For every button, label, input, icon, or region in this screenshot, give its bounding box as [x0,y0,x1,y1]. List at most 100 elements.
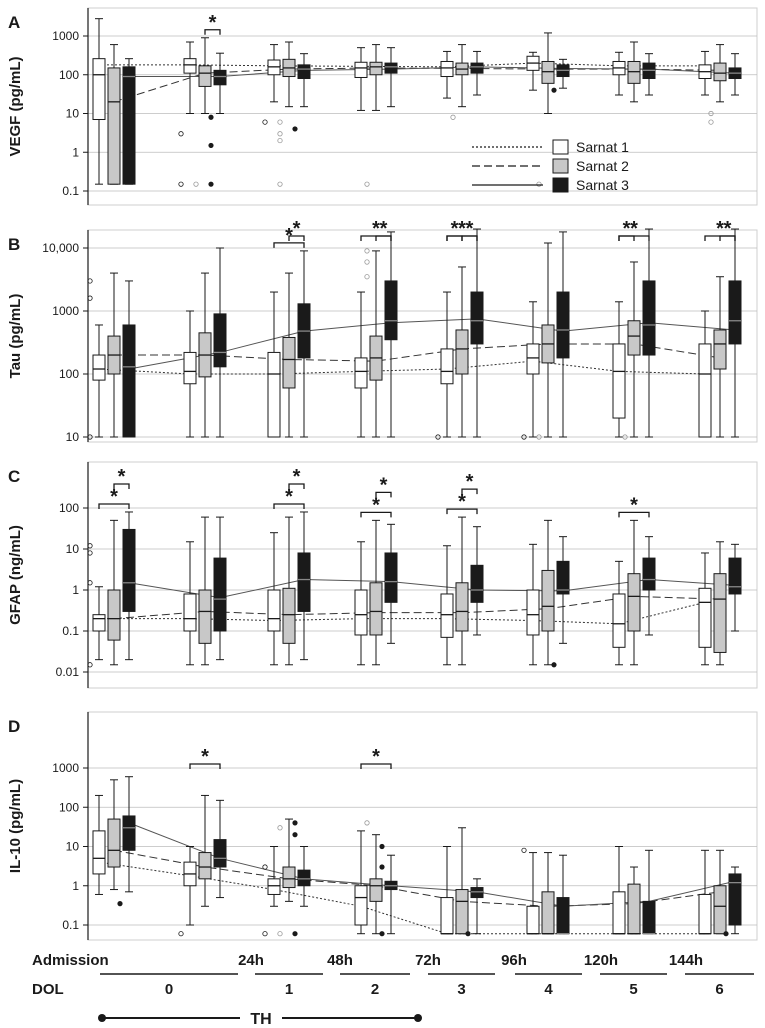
legend-label: Sarnat 1 [576,139,629,155]
th-bar-start [98,1014,106,1022]
box-sarnat-1 [612,891,626,935]
outlier-point [536,181,542,187]
box-sarnat-1 [183,351,197,385]
outlier-point [87,543,93,549]
box-sarnat-1 [612,593,626,648]
box-sarnat-1 [354,885,368,926]
box-sarnat-1 [440,593,454,638]
panel-D: 0.1 1 10 100 1000 D IL-10 (pg/mL) * * [7,711,758,941]
box-sarnat-2 [198,589,212,644]
significance-star: * [293,218,301,240]
y-axis-label: IL-10 (pg/mL) [7,779,24,873]
box-sarnat-1 [526,589,540,636]
box-sarnat-3 [297,64,311,80]
box-sarnat-1 [612,343,626,419]
box-sarnat-2 [455,889,469,935]
box-sarnat-1 [440,348,454,385]
box-sarnat-2 [541,891,555,935]
box-sarnat-3 [297,869,311,887]
box-sarnat-1 [267,589,281,632]
outlier-point [708,110,714,117]
box-sarnat-2 [455,582,469,632]
outlier-point [262,931,268,937]
box-sarnat-3 [213,839,227,868]
box-sarnat-2 [282,336,296,389]
significance-star: * [458,491,466,513]
box-sarnat-2 [627,320,641,356]
box-sarnat-2 [713,62,727,82]
plot-frame [87,7,758,206]
y-tick-label: 1 [72,145,79,159]
outlier-point [521,434,527,440]
y-tick-label: 1000 [52,761,79,775]
y-tick-label: 100 [59,68,79,82]
outlier-point [178,931,184,937]
significance-star: * [451,218,459,240]
box-sarnat-2 [627,573,641,632]
significance-star: * [118,466,126,488]
outlier-point [178,131,184,137]
time-axis: Admission 24h 48h 72h 96h 120h 144h DOL 0 1 2 3 4 5 6 T… [32,952,754,1028]
significance-bracket [446,235,463,241]
box-sarnat-3 [470,564,484,603]
median-line-sarnat-1 [99,62,705,68]
y-tick-label: 0.01 [56,665,80,679]
y-tick-label: 1000 [52,304,79,318]
dol-label: 5 [629,981,637,998]
outlier-point [262,119,268,125]
box-sarnat-3 [213,69,227,86]
y-tick-label: 10 [66,840,80,854]
box-sarnat-1 [183,58,197,74]
legend-label: Sarnat 3 [576,177,629,193]
th-bar-end [414,1014,422,1022]
outlier-point [277,931,283,937]
box-sarnat-2 [369,582,383,636]
outlier-point [364,248,370,254]
y-tick-label: 0.1 [62,918,79,932]
dol-title: DOL [32,981,64,998]
dol-label: 0 [165,981,173,998]
box-sarnat-3 [470,291,484,345]
significance-star: * [716,218,724,240]
significance-star: * [110,486,118,508]
significance-star: * [724,218,732,240]
box-sarnat-3 [384,62,398,74]
box-sarnat-3 [384,280,398,341]
box-sarnat-1 [526,343,540,375]
box-sarnat-3 [556,291,570,359]
box-sarnat-2 [541,60,555,84]
dol-label: 2 [371,981,379,998]
box-sarnat-1 [440,897,454,935]
box-sarnat-2 [282,866,296,889]
outlier-point [208,114,214,120]
y-axis-label: Tau (pg/mL) [7,294,24,379]
y-tick-label: 1 [72,879,79,893]
significance-star: * [630,494,638,516]
dol-label: 6 [715,981,723,998]
plot-frame [87,461,758,689]
time-label: 24h [238,952,264,969]
outlier-point [379,843,385,850]
box-sarnat-1 [183,593,197,632]
outlier-point [292,832,298,838]
outlier-point [277,137,283,144]
outlier-point [87,295,93,301]
significance-star: * [372,494,380,516]
y-tick-label: 10 [66,107,80,121]
dol-label: 3 [457,981,465,998]
panel-label: D [8,717,20,736]
box-sarnat-3 [384,552,398,603]
significance-bracket [113,483,130,489]
outlier-point [262,864,268,870]
box-sarnat-3 [122,528,136,612]
plot-frame [87,711,758,941]
significance-bracket [98,503,130,509]
box-sarnat-1 [698,343,712,438]
y-tick-label: 10 [66,430,80,444]
box-sarnat-2 [713,329,727,370]
legend-swatch-sarnat-1 [552,139,569,155]
outlier-point [551,662,557,668]
outlier-point [178,181,184,187]
legend-swatch-sarnat-2 [552,158,569,174]
box-sarnat-1 [267,878,281,895]
